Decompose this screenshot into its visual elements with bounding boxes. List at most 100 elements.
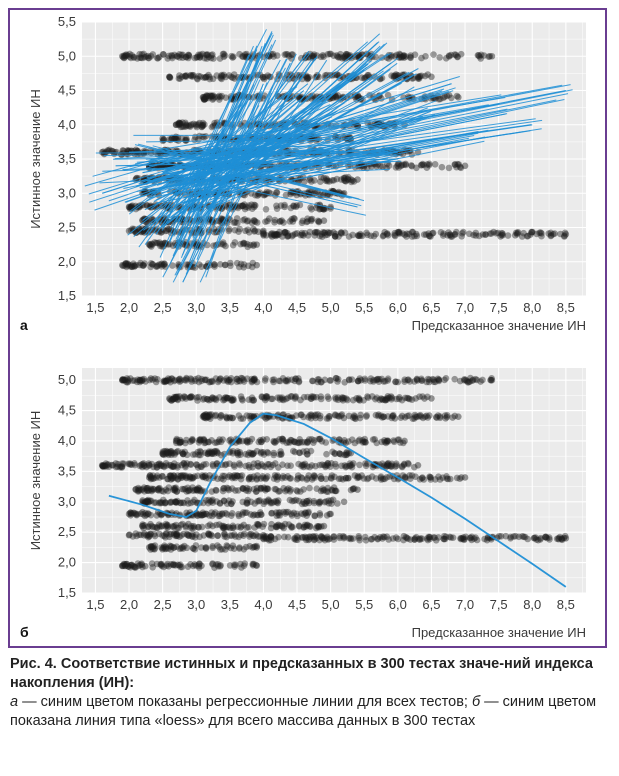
data-point: [414, 461, 422, 469]
data-point: [402, 160, 410, 168]
data-point: [437, 95, 444, 103]
data-point: [179, 51, 186, 59]
data-point: [342, 51, 350, 58]
data-point: [385, 55, 393, 62]
data-point: [245, 523, 252, 531]
x-tick-label: 3,0: [187, 300, 205, 315]
data-point: [119, 562, 126, 569]
data-point: [206, 532, 213, 539]
data-point: [285, 75, 293, 83]
data-point: [267, 524, 275, 532]
data-point: [130, 562, 137, 570]
data-point: [292, 230, 299, 238]
data-point: [319, 52, 327, 59]
data-point: [191, 486, 199, 494]
data-point: [193, 75, 201, 82]
data-point: [391, 53, 399, 60]
data-point: [180, 123, 188, 130]
data-point: [261, 191, 269, 199]
data-point: [236, 544, 243, 551]
data-point: [228, 512, 235, 519]
data-point: [215, 543, 223, 551]
data-point: [208, 52, 215, 59]
data-point: [203, 51, 211, 59]
data-point: [359, 51, 366, 58]
data-point: [404, 376, 412, 384]
data-point: [249, 532, 256, 539]
data-point: [197, 488, 205, 495]
data-point: [313, 534, 321, 542]
data-point: [164, 55, 171, 62]
data-point: [277, 451, 285, 459]
data-point: [271, 232, 278, 239]
data-point: [461, 162, 469, 170]
x-tick-label: 8,0: [523, 300, 541, 315]
data-point: [125, 203, 133, 211]
data-point: [191, 54, 199, 62]
x-tick-label: 2,5: [154, 300, 172, 315]
data-point: [542, 533, 549, 541]
data-point: [285, 52, 293, 60]
data-point: [461, 474, 469, 481]
data-point: [387, 463, 394, 470]
data-point: [415, 75, 423, 82]
data-point: [362, 537, 370, 544]
data-point: [300, 463, 307, 471]
data-point: [364, 393, 371, 400]
data-point: [414, 74, 422, 81]
data-point: [454, 160, 462, 168]
data-point: [189, 544, 197, 552]
data-point: [486, 230, 494, 237]
data-point: [418, 72, 425, 80]
data-point: [445, 91, 453, 99]
data-point: [203, 73, 210, 80]
data-point: [441, 93, 449, 100]
data-point: [269, 50, 277, 58]
data-point: [187, 71, 194, 79]
data-point: [274, 472, 281, 480]
data-point: [377, 474, 385, 482]
y-axis-title: Истинное значение ИН: [28, 89, 43, 229]
data-point: [247, 473, 255, 481]
data-point: [137, 54, 145, 62]
data-point: [304, 509, 312, 517]
y-tick-label: 2,0: [58, 254, 76, 269]
data-point: [400, 52, 408, 59]
data-point: [176, 120, 183, 127]
data-point: [189, 73, 196, 80]
data-point: [220, 524, 228, 532]
data-point: [193, 54, 200, 61]
data-point: [182, 119, 189, 127]
data-point: [195, 436, 203, 444]
data-point: [226, 437, 233, 444]
figure-caption: Рис. 4. Соответствие истинных и предсказ…: [10, 655, 608, 731]
data-point: [366, 73, 373, 81]
data-point: [172, 394, 179, 401]
data-point: [119, 52, 126, 60]
data-point: [330, 536, 338, 543]
data-point: [413, 164, 420, 172]
data-point: [182, 121, 190, 128]
data-point: [334, 53, 341, 60]
data-point: [282, 50, 290, 58]
data-point: [378, 375, 386, 383]
data-point: [200, 95, 208, 103]
data-point: [210, 510, 218, 518]
data-point: [392, 71, 400, 78]
data-point: [418, 54, 425, 62]
data-point: [454, 53, 461, 60]
data-point: [176, 120, 183, 127]
data-point: [199, 119, 207, 127]
data-point: [411, 411, 419, 419]
data-point: [196, 132, 203, 140]
data-point: [209, 496, 216, 504]
y-tick-label: 2,5: [58, 220, 76, 235]
data-point: [156, 484, 163, 492]
data-point: [182, 53, 190, 61]
data-point: [182, 72, 189, 80]
data-point: [262, 375, 269, 382]
y-tick-label: 3,0: [58, 494, 76, 509]
data-point: [355, 54, 363, 62]
data-point: [306, 535, 313, 543]
data-point: [426, 376, 433, 384]
